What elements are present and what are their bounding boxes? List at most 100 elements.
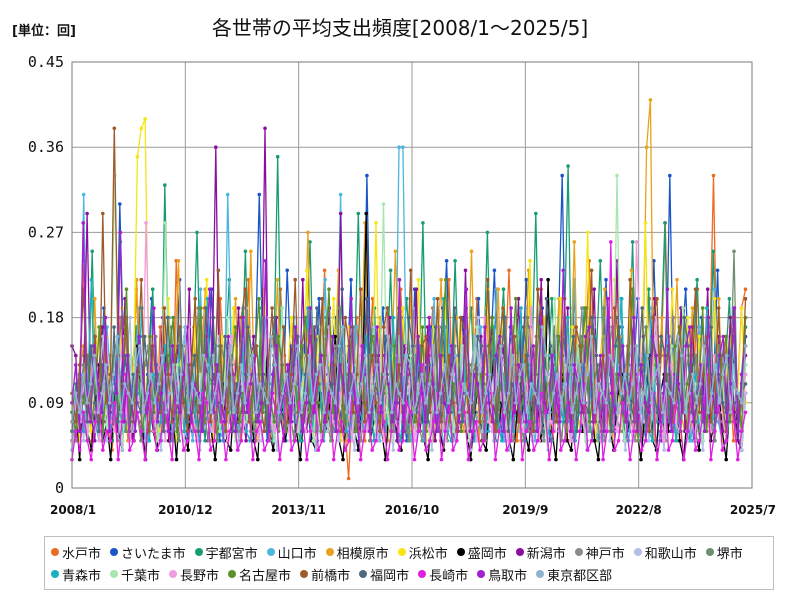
data-point [265,401,270,405]
data-point [581,401,586,405]
data-point [478,419,482,424]
data-point [534,211,538,216]
data-point [452,306,457,310]
plot-area-border [71,61,753,489]
data-point [272,419,277,424]
x-tick-label: 2022/8 [616,503,662,517]
data-point [337,438,341,443]
data-point [615,410,620,415]
data-point [293,438,298,443]
data-point [107,429,111,434]
legend-swatch [477,570,486,578]
data-point [565,315,570,320]
data-point [700,306,705,310]
data-point [687,391,691,396]
data-point [609,391,614,396]
data-point [299,410,304,415]
data-point [617,325,621,329]
data-point [544,296,549,301]
data-point [166,372,170,377]
data-point [338,192,343,197]
legend-swatch [359,570,368,578]
data-point [359,438,364,443]
data-point [185,429,190,434]
data-point [712,353,717,358]
legend-item: 前橋市 [300,563,350,585]
data-point [462,429,466,434]
data-point [401,438,405,443]
data-point [601,353,605,358]
data-point [220,401,225,405]
data-point [691,372,695,377]
data-point [196,429,201,434]
data-point [487,372,492,377]
data-point [682,457,686,462]
data-point [122,382,127,386]
data-point [186,448,190,452]
data-point [550,296,554,301]
legend-label: 水戸市 [62,546,102,562]
data-point [77,448,82,452]
legend-item: 福岡市 [359,563,409,585]
data-point [397,145,401,149]
data-point [364,334,369,339]
data-point [713,363,718,367]
data-point [333,334,338,339]
data-point [303,429,308,434]
legend-item: 長野市 [169,563,219,585]
data-point [233,325,238,329]
data-point [179,372,183,377]
data-point [296,334,300,339]
data-point [93,334,97,339]
data-point [163,183,167,187]
data-point [155,438,160,443]
data-point [257,296,261,301]
data-point [267,429,272,434]
data-point [128,353,133,358]
data-point [469,249,474,254]
data-point [644,145,649,149]
data-point [743,344,748,348]
data-point [647,429,652,434]
data-point [133,429,138,434]
data-point [166,429,171,434]
data-point [613,344,618,348]
data-point [128,315,132,320]
data-point [416,277,421,282]
data-point [224,382,229,386]
data-point [597,382,601,386]
data-point [724,334,728,339]
data-point [531,344,536,348]
data-point [374,401,378,405]
data-point [139,410,143,415]
data-point [574,391,578,396]
legend-item: 長崎市 [418,563,468,585]
data-point [453,259,457,263]
data-point [649,401,654,405]
data-point [492,268,497,273]
data-point [210,429,214,434]
data-point [601,457,605,462]
data-point [676,334,680,339]
data-point [682,315,687,320]
data-point [333,401,338,405]
data-point [435,410,439,415]
data-point [638,410,642,415]
data-point [695,277,699,282]
data-point [305,268,309,273]
data-point [424,448,428,452]
legend-item: 鳥取市 [477,563,527,585]
data-point [349,296,353,301]
data-point [127,448,132,452]
data-point [689,438,693,443]
data-point [186,410,191,415]
data-point [273,315,277,320]
data-point [739,429,744,434]
legend-label: 神戸市 [585,546,625,562]
legend-item: 青森市 [51,563,101,585]
data-point [502,315,507,320]
data-point [728,382,733,386]
data-point [720,448,725,452]
data-point [81,192,86,197]
data-point [475,382,480,386]
